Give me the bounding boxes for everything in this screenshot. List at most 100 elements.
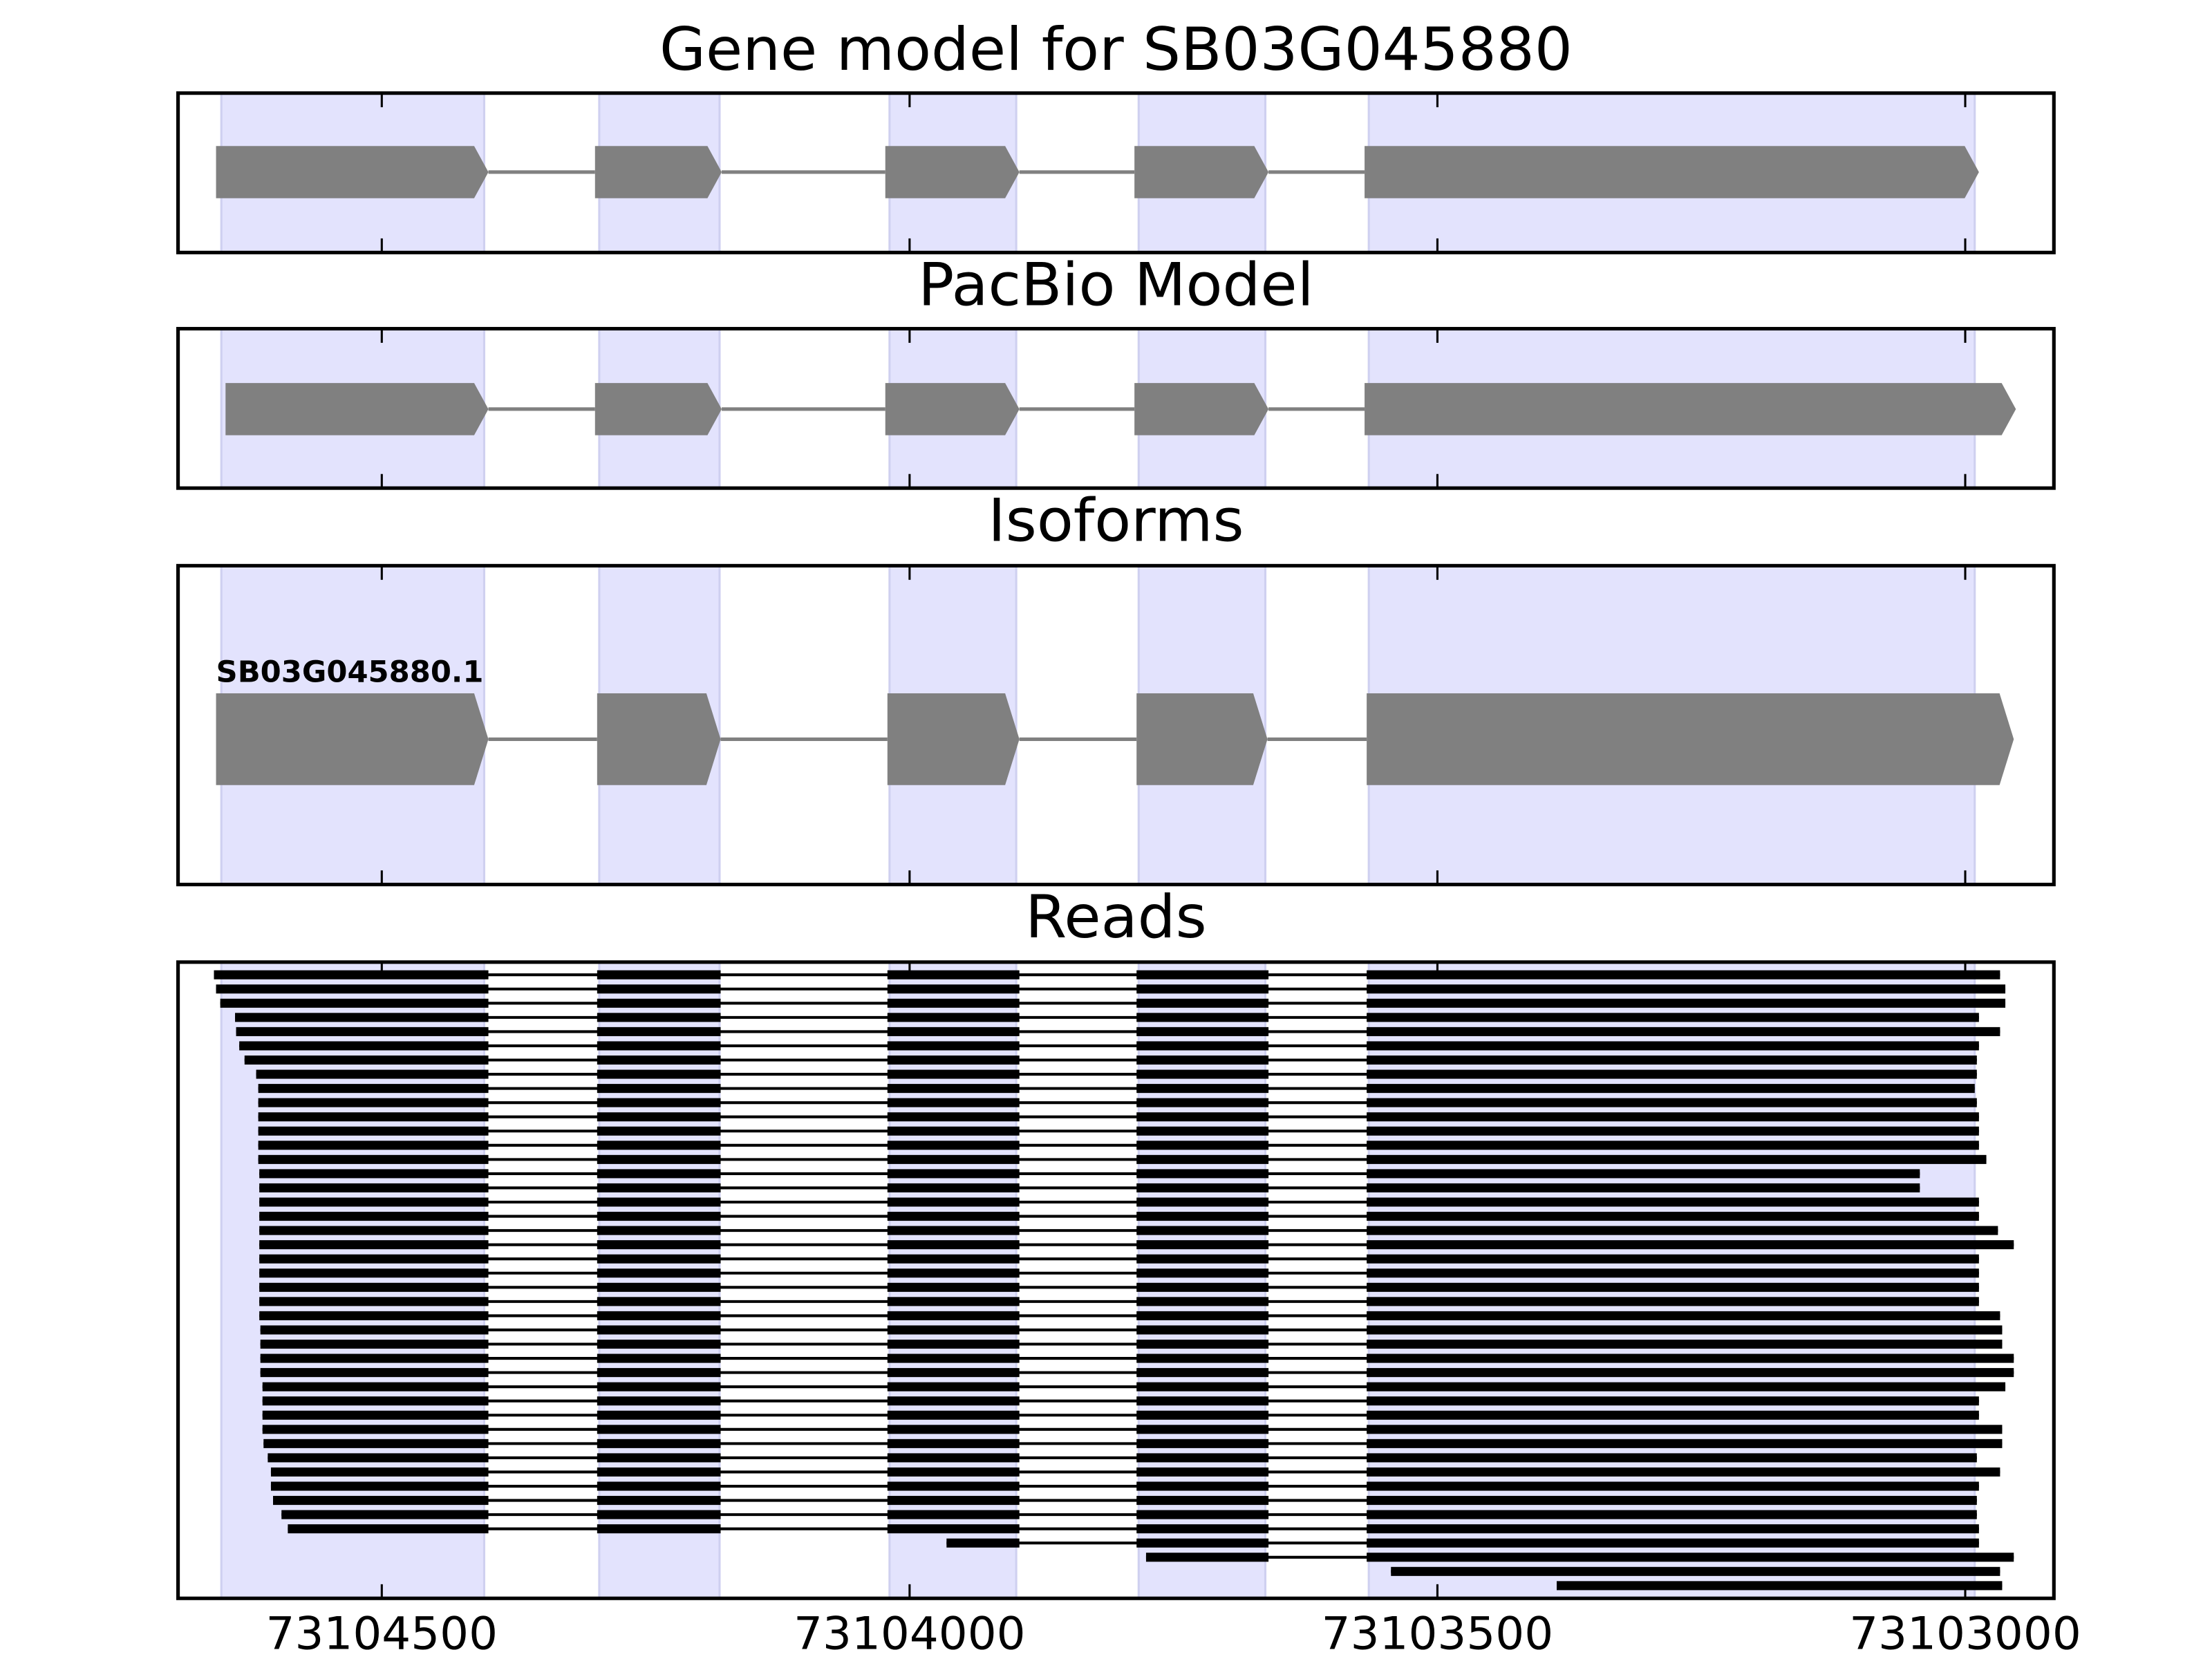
read-block xyxy=(597,1297,721,1306)
read-block xyxy=(1136,1368,1269,1378)
read-block xyxy=(258,1084,489,1094)
panel: Gene model for SB03G045880 xyxy=(176,15,2056,254)
read-block xyxy=(887,1438,1020,1448)
read-block xyxy=(597,1226,721,1235)
read-block xyxy=(887,1027,1020,1036)
read-block xyxy=(1136,1141,1269,1150)
read-block xyxy=(597,1453,721,1463)
read-block xyxy=(887,1382,1020,1391)
exon xyxy=(594,383,722,435)
exon xyxy=(597,693,721,785)
read-block xyxy=(887,1154,1020,1164)
read-block xyxy=(887,1013,1020,1022)
read-block xyxy=(1136,984,1269,994)
read-block xyxy=(887,1311,1020,1320)
read-block xyxy=(597,970,721,980)
read-block xyxy=(597,1183,721,1192)
exon xyxy=(1136,693,1268,785)
read-block xyxy=(1367,1226,1998,1235)
read-block xyxy=(597,1481,721,1491)
exon xyxy=(1365,146,1979,198)
exon xyxy=(216,693,489,785)
read-block xyxy=(259,1226,489,1235)
read-block xyxy=(270,1467,489,1477)
exon xyxy=(885,146,1020,198)
read-block xyxy=(1367,1339,2003,1349)
read-block xyxy=(239,1041,489,1051)
read-block xyxy=(887,1169,1020,1179)
read-block xyxy=(1367,1154,1987,1164)
read-block xyxy=(887,1197,1020,1207)
read-block xyxy=(236,1027,489,1036)
read-block xyxy=(214,970,489,980)
read-block xyxy=(260,1368,489,1378)
read-block xyxy=(597,1524,721,1534)
read-block xyxy=(1367,1496,1977,1506)
read-block xyxy=(887,1212,1020,1221)
read-block xyxy=(1367,1453,1977,1463)
read-block xyxy=(1367,1098,1977,1107)
read-block xyxy=(1136,1112,1269,1122)
read-block xyxy=(235,1013,489,1022)
exon xyxy=(594,146,722,198)
read-block xyxy=(597,1041,721,1051)
read-block xyxy=(1136,1524,1269,1534)
read-block xyxy=(262,1410,489,1420)
read-block xyxy=(597,1169,721,1179)
read-block xyxy=(597,1467,721,1477)
read-block xyxy=(1367,1425,2003,1434)
read-block xyxy=(1136,1396,1269,1406)
read-block xyxy=(887,1183,1020,1192)
read-block xyxy=(1136,1098,1269,1107)
read-block xyxy=(1391,1566,2000,1576)
x-tick-label: 73103500 xyxy=(1322,1608,1554,1659)
read-block xyxy=(597,1069,721,1079)
read-block xyxy=(887,1297,1020,1306)
read-block xyxy=(263,1438,489,1448)
read-block xyxy=(1367,1538,1979,1548)
read-block xyxy=(597,1368,721,1378)
read-block xyxy=(597,1254,721,1264)
exon-highlight xyxy=(1137,961,1267,1600)
read-block xyxy=(597,998,721,1008)
exon xyxy=(1367,693,2014,785)
read-block xyxy=(1367,1126,1979,1136)
read-block xyxy=(887,1240,1020,1250)
read-block xyxy=(887,1496,1020,1506)
read-block xyxy=(1367,1396,1979,1406)
read-block xyxy=(1367,1325,2003,1335)
read-block xyxy=(270,1481,489,1491)
read-block xyxy=(887,1467,1020,1477)
read-block xyxy=(887,1141,1020,1150)
read-block xyxy=(1136,1311,1269,1320)
exon-highlight xyxy=(1367,961,1976,1600)
read-block xyxy=(597,1438,721,1448)
panel: Reads 73104500 73104000 73103500 73103000 xyxy=(176,883,2081,1659)
read-block xyxy=(887,970,1020,980)
read-block xyxy=(1136,1055,1269,1065)
read-block xyxy=(273,1496,489,1506)
read-block xyxy=(1136,1254,1269,1264)
read-block xyxy=(597,1425,721,1434)
read-block xyxy=(258,1141,489,1150)
read-block xyxy=(887,1098,1020,1107)
read-block xyxy=(1136,1438,1269,1448)
read-block xyxy=(887,1453,1020,1463)
read-block xyxy=(597,1240,721,1250)
panel-title: Gene model for SB03G045880 xyxy=(659,15,1573,84)
read-block xyxy=(597,1126,721,1136)
read-block xyxy=(259,1254,489,1264)
read-block xyxy=(887,1226,1020,1235)
read-block xyxy=(1136,1339,1269,1349)
read-block xyxy=(259,1183,489,1192)
read-block xyxy=(597,1268,721,1278)
panel-frame xyxy=(176,563,2056,887)
read-block xyxy=(1136,1183,1269,1192)
read-block xyxy=(1136,1013,1269,1022)
read-block xyxy=(1367,1183,1920,1192)
exon-highlight xyxy=(220,961,485,1600)
exon-highlight xyxy=(888,961,1018,1600)
read-block xyxy=(887,1084,1020,1094)
isoform-label: SB03G045880.1 xyxy=(216,655,484,690)
panel-frame xyxy=(176,326,2056,490)
